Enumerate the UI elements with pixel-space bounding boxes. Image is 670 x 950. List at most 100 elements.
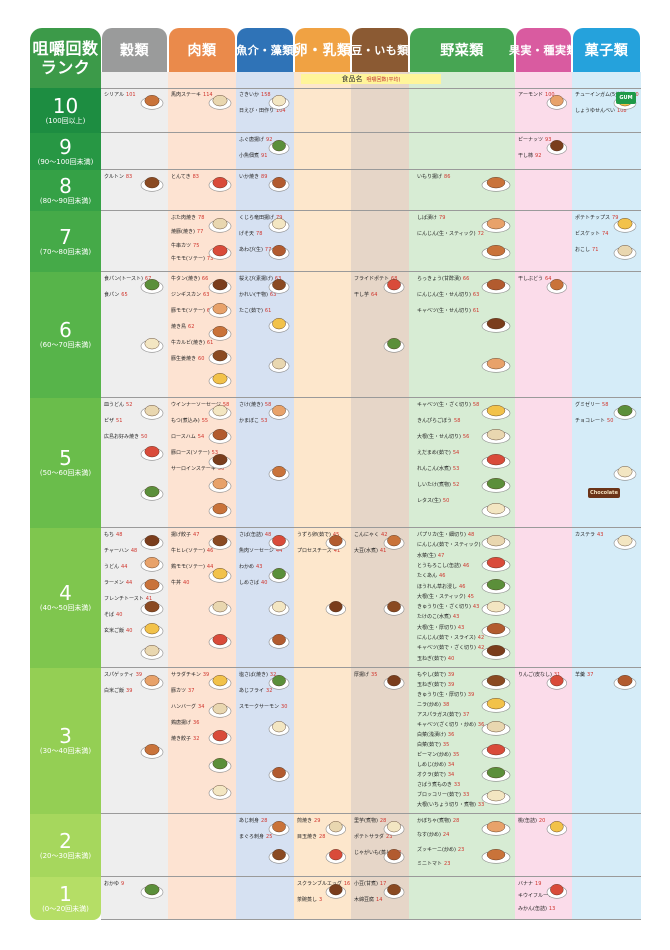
food-picture [613,218,637,233]
chew-count: 42 [381,532,388,538]
food-label: 焼き鳥 62 [171,324,194,330]
rank-number: 7 [59,224,72,249]
food-name: いか焼き [239,174,260,180]
food-label: 白菜(浅漬け) 36 [417,732,454,738]
food-picture [613,675,637,690]
food-label: スパゲッティ 39 [104,672,142,678]
food-label: スクランブルエッグ 16 [297,881,350,887]
rank-corner-header: 咀嚼回数 ランク [30,28,101,88]
food-picture [208,634,232,649]
food-label: ミニトマト 23 [417,861,450,867]
chew-count: 52 [126,402,133,408]
chew-count: 53 [261,418,268,424]
food-picture [268,218,290,233]
corner-label-line: ランク [40,58,91,77]
food-picture [481,698,511,713]
food-label: ブロッコリー(茹で) 33 [417,792,469,798]
chew-count: 28 [261,818,268,824]
food-name: あじフライ [239,688,265,694]
chew-count: 30 [281,704,288,710]
food-name: フライドポテト [354,276,390,282]
food-label: 玄米ご飯 40 [104,628,132,634]
column-bg-fruit [515,72,572,920]
food-name: なす(炒め) [417,832,441,839]
food-name: もち [104,532,115,538]
food-picture [613,244,637,260]
chew-count: 38 [442,702,450,708]
food-name-subheader: 食品名 咀嚼回数(平均) [301,74,441,84]
rank-range: (80〜90回未満) [39,196,92,205]
food-picture [208,279,232,294]
chew-count: 50 [141,434,148,440]
food-label: 豚モモ(ソテー)62 [171,308,213,314]
chew-count: 34 [198,704,205,710]
food-label: シリアル 101 [104,92,136,98]
food-picture [547,279,568,294]
food-name: パプリカ(生・細切り) [417,532,466,538]
chew-count: 46 [439,573,446,580]
food-name: 焼豚(焼き) [171,228,195,235]
food-name: りんご(皮なし) [518,672,552,678]
food-label: しょうゆせんべい 108 [575,108,627,114]
food-name: サラダチキン [171,672,201,678]
food-label: 里芋(煮物) 28 [354,818,386,824]
food-label: さば(缶詰) 48 [239,532,271,538]
food-name: いもり揚げ [417,174,443,180]
chew-count: 41 [379,548,387,554]
food-name: えだまめ(茹で) [417,450,451,456]
chew-count: 44 [206,564,214,570]
chew-count: 79 [276,215,283,221]
food-picture [140,486,164,501]
chew-count: 32 [193,736,200,742]
food-label: みかん(缶詰) 13 [518,906,555,912]
food-name: 羊羹 [575,672,586,678]
chew-count: 39 [135,672,143,678]
food-name: 馬肉ステーキ [171,92,202,98]
food-label: 魚肉ソーセージ 44 [239,548,282,554]
food-picture [481,279,511,294]
food-label: ウインナーソーセージ 58 [171,402,229,408]
food-label: えだまめ(茹で) 54 [417,450,459,456]
food-name: わかめ [239,564,255,570]
food-label: キャベツ(生・せん切り) 61 [417,308,479,314]
food-name: れんこん(水煮) [417,466,451,472]
food-label: 大根(生・せん切り) 56 [417,434,469,440]
food-picture [268,95,290,110]
food-picture [383,535,405,550]
food-name: あじ刺身 [239,818,260,824]
row-divider [101,527,641,528]
food-label: 鶏モモ(ソテー) 44 [171,564,213,570]
food-name: プロセスチーズ [297,548,332,554]
food-label: いもり揚げ 86 [417,174,450,180]
food-label: もやし(茹で) 39 [417,672,454,678]
food-name: そば [104,612,115,618]
food-name: さばう煮ものき [417,782,452,788]
food-label: あじ刺身 28 [239,818,267,824]
rank-range: (70〜80回未満) [39,247,92,256]
food-name: きんぴらごぼう [417,418,453,424]
food-name: ポテトサラダ [354,834,385,840]
column-header-meat: 肉類 [169,28,235,72]
food-name: さば(缶詰) [239,532,263,538]
chew-count: 64 [545,276,552,282]
food-label: しめじ(炒め) 34 [417,762,454,768]
column-bg-meat [168,72,236,920]
chew-count: 35 [452,752,460,758]
food-picture [268,848,290,864]
food-picture [208,218,232,233]
food-label: 牛串カツ 75 [171,243,199,249]
food-name: クルトン [104,174,124,180]
chew-count: 37 [462,712,470,718]
food-picture [326,601,347,616]
food-picture [208,177,232,192]
food-label: わかめ 43 [239,564,262,570]
food-name: 桃(缶詰) [518,818,537,824]
food-picture [481,244,511,260]
food-label: 木綿豆腐 14 [354,897,382,903]
food-name: 揚げ餃子 [171,532,192,538]
food-picture [268,767,290,782]
food-picture [326,848,347,864]
food-picture [268,177,290,192]
chew-count: 19 [535,881,542,887]
chew-count: 52 [452,482,460,488]
